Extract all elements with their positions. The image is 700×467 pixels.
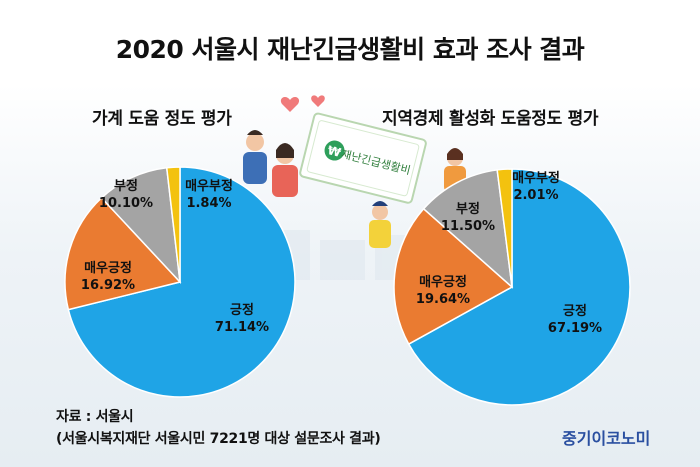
pie-slice-1: [407, 168, 631, 406]
slice-label-4: 매우부정: [512, 170, 560, 186]
won-coin-icon: [324, 140, 345, 161]
chart-left-title: 가계 도움 정도 평가: [92, 109, 232, 129]
pie-slice-1: [67, 166, 296, 398]
pie-slice-2: [393, 207, 514, 346]
slice-value-1: 71.14%: [215, 320, 269, 335]
slice-label-1: 긍정: [563, 303, 587, 319]
slice-label-3: 부정: [114, 178, 138, 194]
pie-slice-4: [165, 166, 181, 283]
slice-label-2: 매우긍정: [419, 274, 467, 290]
slice-value-1: 67.19%: [548, 321, 602, 336]
pie-slice-4: [496, 168, 513, 288]
source-line: 자료 : 서울시: [56, 409, 134, 425]
slice-value-2: 16.92%: [81, 278, 135, 293]
slice-value-4: 1.84%: [186, 196, 231, 211]
brand-logo: 중기이코노미: [562, 429, 651, 448]
slice-label-4: 매우부정: [185, 178, 233, 194]
pie-chart-local-economy: 긍정 67.19% 매우긍정 19.64% 부정 11.50% 매우부정 2.01%: [393, 168, 631, 406]
source-detail: (서울시복지재단 서울시민 7221명 대상 설문조사 결과): [56, 431, 381, 447]
pie-slice-3: [422, 169, 513, 289]
pie-slice-3: [100, 166, 182, 285]
chart-right-title: 지역경제 활성화 도움정도 평가: [382, 109, 599, 129]
svg-text:₩: ₩: [326, 143, 343, 160]
slice-label-3: 부정: [456, 201, 480, 217]
slice-value-2: 19.64%: [416, 292, 470, 307]
slice-value-3: 10.10%: [99, 196, 153, 211]
voucher-card: ₩ 재난긴급생활비: [299, 112, 427, 204]
slice-label-2: 매우긍정: [84, 260, 132, 276]
slice-value-4: 2.01%: [513, 188, 558, 203]
slice-label-1: 긍정: [230, 302, 254, 318]
slice-value-3: 11.50%: [441, 219, 495, 234]
main-title: 2020 서울시 재난긴급생활비 효과 조사 결과: [115, 35, 585, 64]
pie-slice-2: [64, 196, 182, 311]
pie-chart-household: 긍정 71.14% 매우긍정 16.92% 부정 10.10% 매우부정 1.84%: [64, 166, 296, 398]
hearts: [280, 95, 325, 112]
